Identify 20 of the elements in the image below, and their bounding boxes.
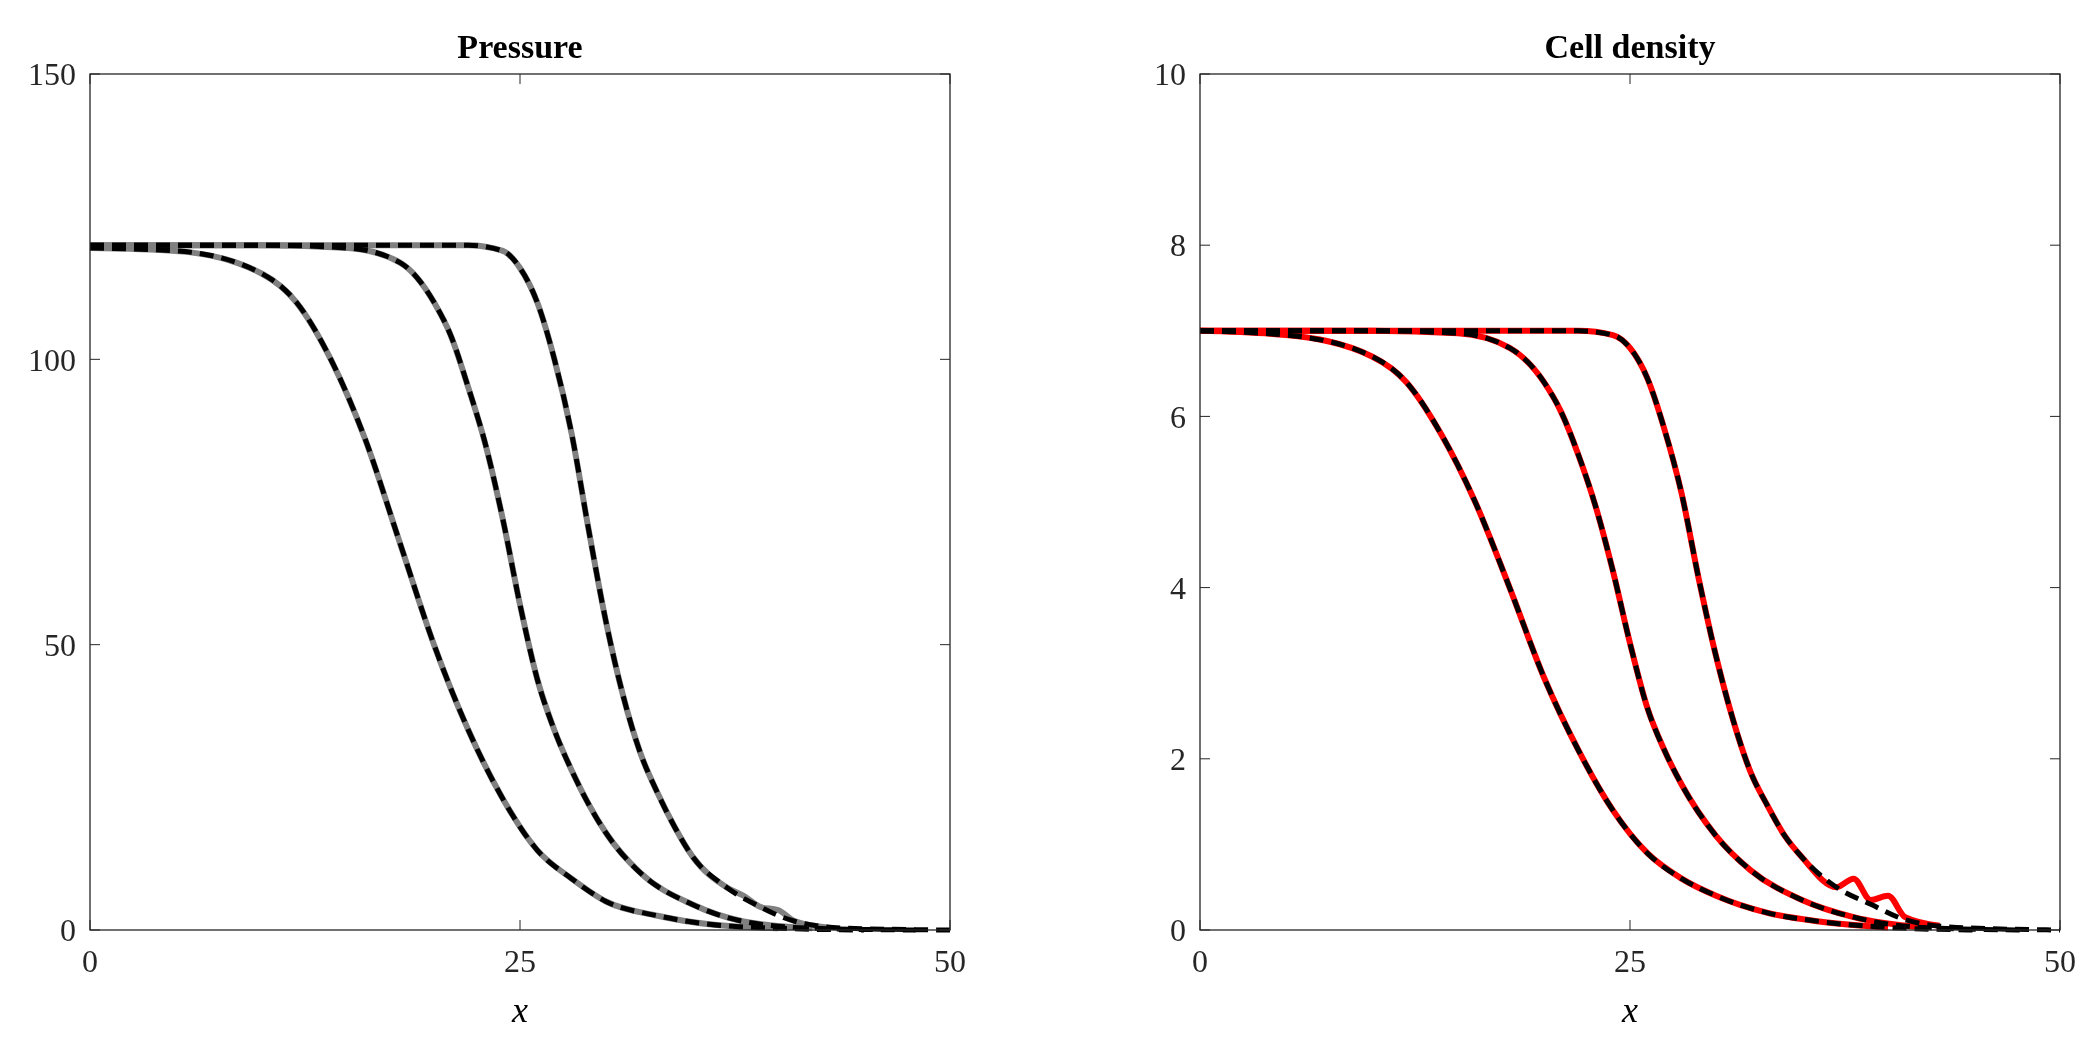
y-tick-label: 6 — [1170, 398, 1186, 435]
y-tick-label: 8 — [1170, 227, 1186, 264]
y-tick-label: 10 — [1154, 56, 1186, 93]
x-tick-label: 50 — [2044, 943, 2076, 979]
y-tick-label: 0 — [60, 912, 76, 949]
y-tick-label: 2 — [1170, 741, 1186, 777]
x-tick-label: 50 — [934, 943, 966, 979]
y-tick-label: 4 — [1170, 569, 1186, 606]
x-tick-label: 25 — [504, 943, 536, 979]
y-tick-label: 150 — [28, 56, 76, 93]
chart-title: Pressure — [457, 28, 583, 65]
y-tick-label: 50 — [44, 626, 76, 663]
x-axis-title: x — [511, 990, 529, 1030]
x-tick-label: 0 — [1192, 943, 1208, 979]
y-tick-label: 0 — [1170, 912, 1186, 949]
x-axis-title: x — [1621, 990, 1639, 1030]
chart-title: Cell density — [1544, 28, 1716, 65]
x-tick-label: 0 — [82, 943, 98, 979]
y-tick-label: 100 — [28, 341, 76, 378]
x-tick-label: 25 — [1614, 943, 1646, 979]
